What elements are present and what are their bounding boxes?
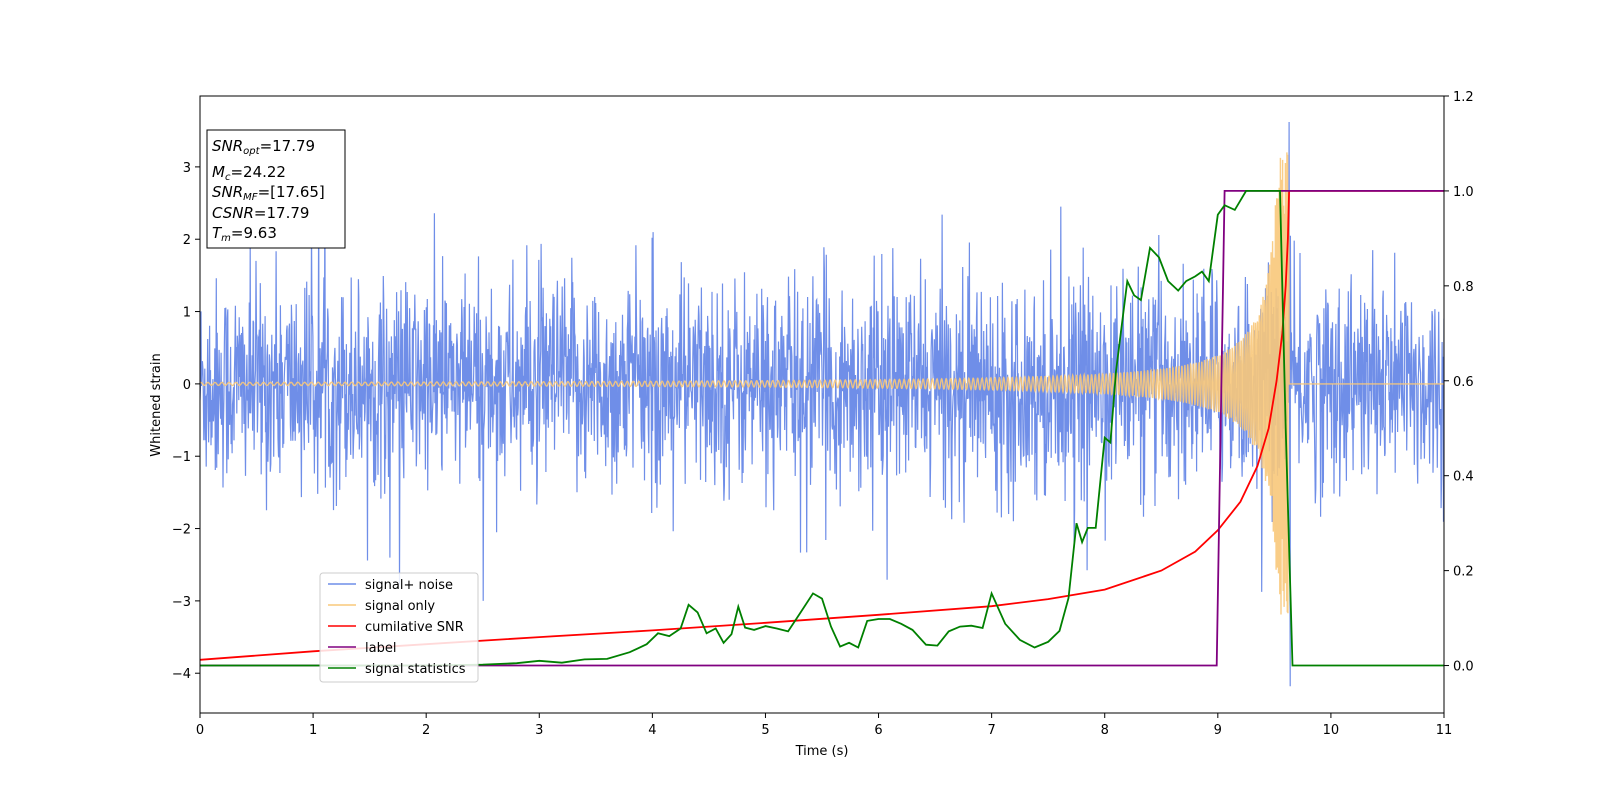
y-axis-left: 3 2 1 0 −1 −2 −3 −4 xyxy=(172,161,200,682)
x-tick-label: 6 xyxy=(874,723,882,738)
y-tick-label: −2 xyxy=(172,523,191,538)
x-tick-label: 3 xyxy=(535,723,543,738)
y2-tick-label: 0.0 xyxy=(1453,660,1474,675)
x-tick-label: 5 xyxy=(761,723,769,738)
y2-tick-label: 1.0 xyxy=(1453,185,1474,200)
y2-tick-label: 1.2 xyxy=(1453,90,1474,105)
svg-text:signal statistics: signal statistics xyxy=(365,662,466,677)
x-tick-label: 8 xyxy=(1101,723,1109,738)
y-tick-label: −1 xyxy=(172,450,191,465)
legend-item: label xyxy=(328,641,396,656)
legend-item: cumilative SNR xyxy=(328,620,464,635)
legend-item: signal only xyxy=(328,599,435,614)
series-signal-only xyxy=(200,152,1444,615)
snr-mf-annotation: SNRMF=[17.65] xyxy=(212,183,325,203)
x-tick-label: 4 xyxy=(648,723,656,738)
snr-opt-annotation: SNRopt=17.79 xyxy=(212,137,315,157)
y2-tick-label: 0.6 xyxy=(1453,375,1474,390)
x-axis-label: Time (s) xyxy=(795,744,849,759)
y-tick-label: −4 xyxy=(172,667,191,682)
y-tick-label: 1 xyxy=(183,306,191,321)
y-tick-label: 3 xyxy=(183,161,191,176)
csnr-annotation: CSNR=17.79 xyxy=(212,204,309,222)
x-tick-label: 2 xyxy=(422,723,430,738)
svg-text:signal only: signal only xyxy=(365,599,435,614)
y-axis-right: 1.2 1.0 0.8 0.6 0.4 0.2 0.0 xyxy=(1444,90,1474,675)
y-tick-label: 0 xyxy=(183,378,191,393)
x-tick-label: 11 xyxy=(1436,723,1453,738)
x-tick-label: 1 xyxy=(309,723,317,738)
svg-text:label: label xyxy=(365,641,396,656)
y-tick-label: −3 xyxy=(172,595,191,610)
x-axis: 0 1 2 3 4 5 6 7 8 9 10 11 xyxy=(196,713,1452,738)
x-tick-label: 10 xyxy=(1323,723,1340,738)
y2-tick-label: 0.4 xyxy=(1453,470,1474,485)
svg-text:signal+ noise: signal+ noise xyxy=(365,578,453,593)
y2-tick-label: 0.2 xyxy=(1453,565,1474,580)
plot-frame xyxy=(199,95,1445,714)
mc-annotation: Mc=24.22 xyxy=(212,163,286,183)
svg-text:cumilative SNR: cumilative SNR xyxy=(365,620,464,635)
series-signal-statistics xyxy=(200,189,1444,667)
stats-annotation: SNRopt=17.79 Mc=24.22 SNRMF=[17.65] CSNR… xyxy=(206,129,346,249)
x-tick-label: 7 xyxy=(987,723,995,738)
y-tick-label: 2 xyxy=(183,233,191,248)
legend-item: signal statistics xyxy=(328,662,466,677)
x-tick-label: 0 xyxy=(196,723,204,738)
plot-area xyxy=(200,121,1444,687)
y2-tick-label: 0.8 xyxy=(1453,280,1474,295)
legend: signal+ noise signal only cumilative SNR… xyxy=(319,572,479,683)
tm-annotation: Tm=9.63 xyxy=(212,224,277,244)
x-tick-label: 9 xyxy=(1214,723,1222,738)
legend-item: signal+ noise xyxy=(328,578,453,593)
y-axis-label: Whitened strain xyxy=(149,353,164,456)
series-cumulative-snr xyxy=(200,189,1444,661)
